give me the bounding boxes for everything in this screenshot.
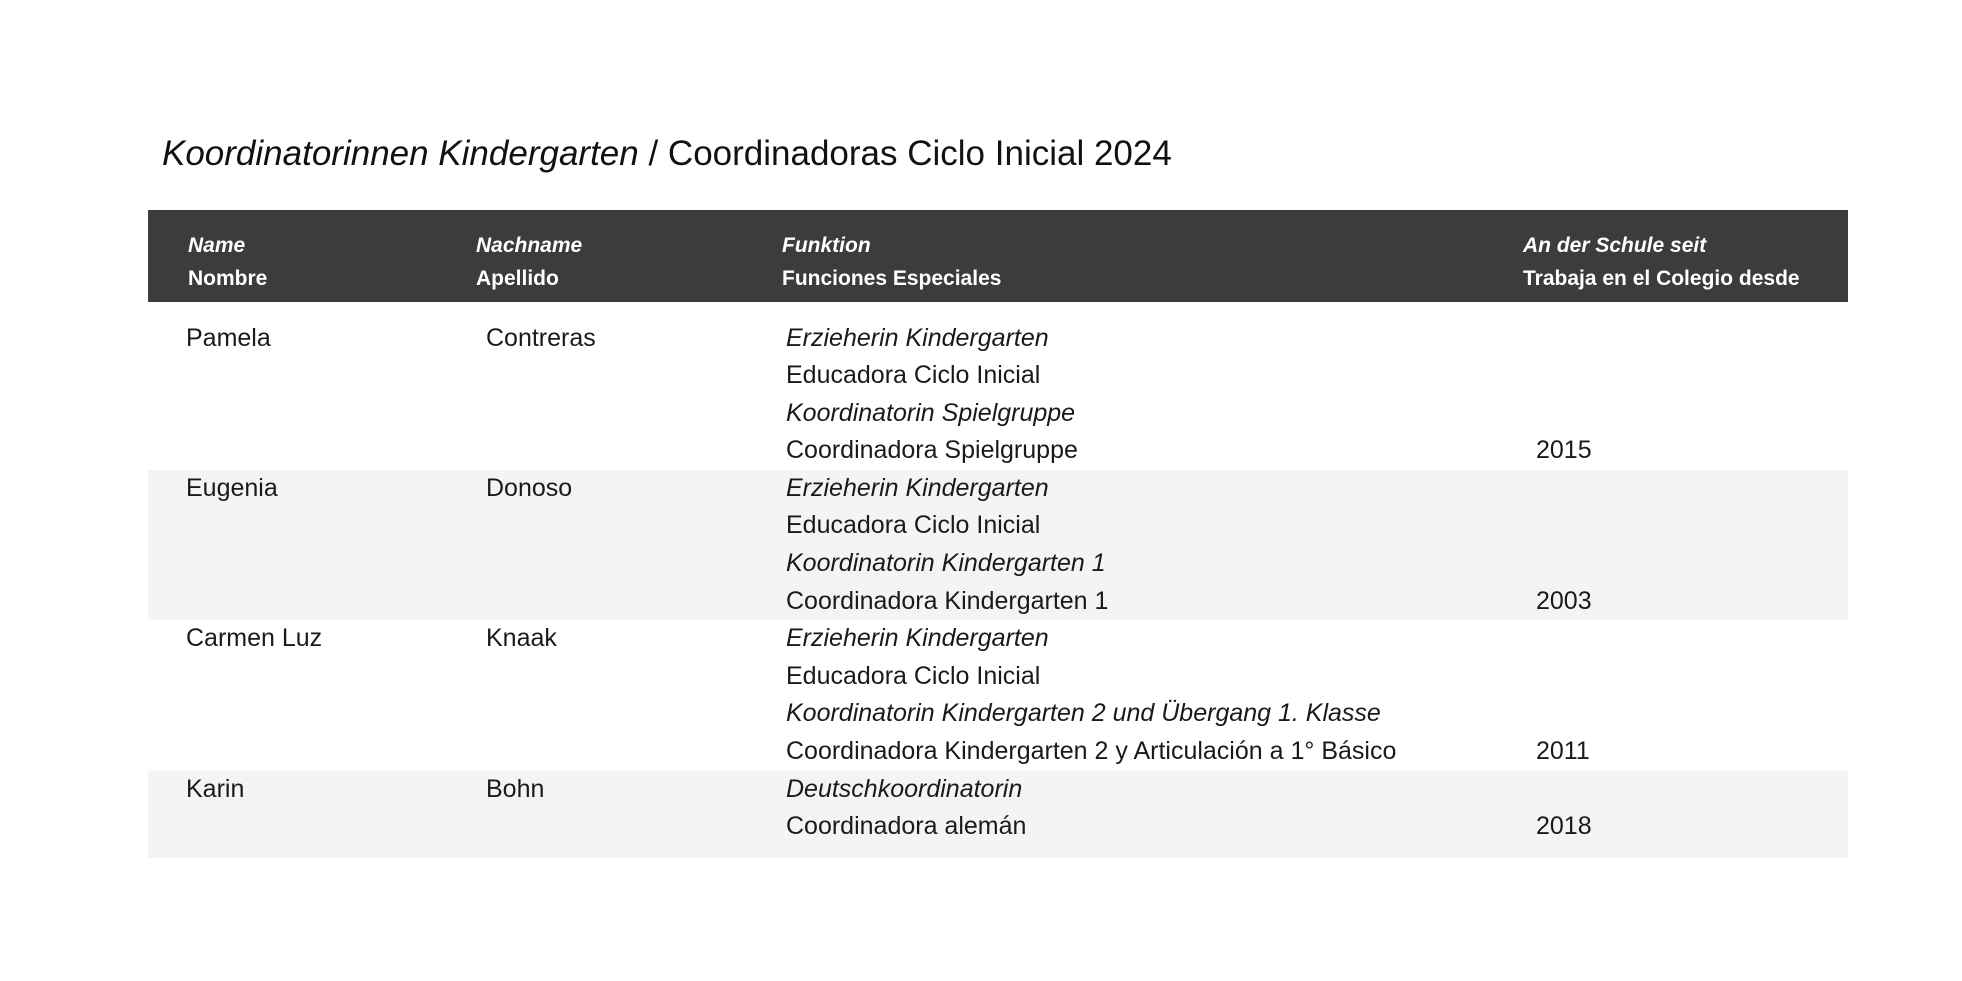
header-since: An der Schule seit Trabaja en el Colegio… (1523, 229, 1800, 295)
coordinators-table: Name Nombre Nachname Apellido Funktion F… (148, 210, 1848, 858)
last-name-cell: Donoso (486, 473, 573, 502)
header-first-name-de: Name (188, 234, 246, 257)
header-first-name-es: Nombre (188, 267, 268, 290)
function-cell: Erzieherin Kindergarten Educadora Ciclo I… (786, 470, 1108, 620)
table-row: Karin Bohn Deutschkoordinatorin Coordinador… (148, 770, 1848, 858)
title-spanish: Coordinadoras Ciclo Inicial 2024 (667, 134, 1172, 173)
function-line-es: Coordinadora Spielgruppe (786, 436, 1078, 465)
first-name-cell: Pamela (186, 323, 271, 352)
function-line-es: Coordinadora Kindergarten 1 (786, 586, 1109, 615)
page-title: Koordinatorinnen Kindergarten / Coordina… (162, 128, 1172, 180)
function-cell: Erzieherin Kindergarten Educadora Ciclo I… (786, 320, 1078, 470)
function-line-es: Educadora Ciclo Inicial (786, 361, 1041, 390)
first-name-cell: Eugenia (186, 473, 278, 502)
header-function-de: Funktion (782, 234, 871, 257)
header-last-name-de: Nachname (476, 234, 583, 257)
function-line-de: Erzieherin Kindergarten (786, 473, 1049, 502)
function-line-de: Koordinatorin Kindergarten 2 und Übergan… (786, 699, 1381, 728)
header-first-name: Name Nombre (188, 229, 267, 295)
last-name-cell: Contreras (486, 323, 596, 352)
header-since-es: Trabaja en el Colegio desde (1523, 267, 1800, 290)
first-name-cell: Karin (186, 774, 245, 803)
first-name-cell: Carmen Luz (186, 624, 323, 653)
title-separator: / (638, 134, 668, 173)
header-function-es: Funciones Especiales (782, 267, 1002, 290)
since-year-cell: 2003 (1536, 586, 1592, 615)
function-line-es: Coordinadora Kindergarten 2 y Articulaci… (786, 737, 1397, 766)
last-name-cell: Bohn (486, 774, 545, 803)
since-year-cell: 2018 (1536, 812, 1592, 841)
function-line-de: Koordinatorin Kindergarten 1 (786, 549, 1106, 578)
since-year-cell: 2011 (1536, 737, 1590, 766)
function-cell: Deutschkoordinatorin Coordinadora alemán (786, 771, 1026, 846)
table-body: Pamela Contreras Erzieherin Kindergarten Ed… (148, 302, 1848, 858)
table-header: Name Nombre Nachname Apellido Funktion F… (148, 210, 1848, 302)
function-line-de: Erzieherin Kindergarten (786, 323, 1049, 352)
function-line-es: Coordinadora alemán (786, 812, 1027, 841)
title-german: Koordinatorinnen Kindergarten (162, 134, 639, 173)
last-name-cell: Knaak (486, 624, 557, 653)
function-line-de: Deutschkoordinatorin (786, 774, 1023, 803)
function-line-es: Educadora Ciclo Inicial (786, 511, 1041, 540)
header-last-name: Nachname Apellido (476, 229, 582, 295)
table-row: Eugenia Donoso Erzieherin Kindergarten Educ… (148, 469, 1848, 621)
header-since-de: An der Schule seit (1523, 234, 1707, 257)
table-row: Pamela Contreras Erzieherin Kindergarten Ed… (148, 302, 1848, 470)
header-function: Funktion Funciones Especiales (782, 229, 1001, 295)
header-last-name-es: Apellido (476, 267, 559, 290)
function-line-de: Erzieherin Kindergarten (786, 624, 1049, 653)
function-line-de: Koordinatorin Spielgruppe (786, 398, 1076, 427)
function-line-es: Educadora Ciclo Inicial (786, 661, 1041, 690)
function-cell: Erzieherin Kindergarten Educadora Ciclo I… (786, 620, 1396, 770)
since-year-cell: 2015 (1536, 436, 1592, 465)
table-row: Carmen Luz Knaak Erzieherin Kindergarten Ed… (148, 620, 1848, 770)
